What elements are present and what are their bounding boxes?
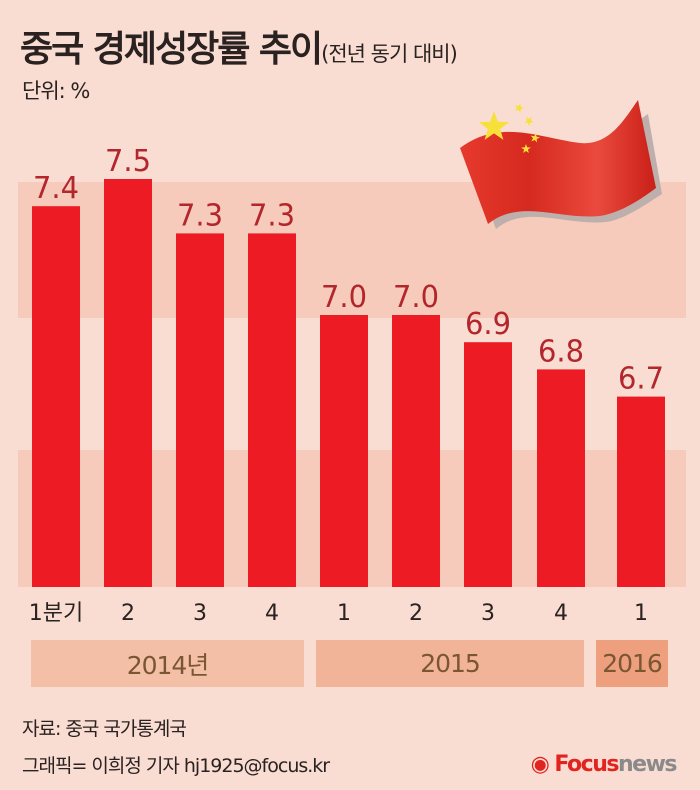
bar — [464, 342, 512, 587]
data-label: 6.7 — [618, 362, 664, 397]
logo-focus: Focus — [554, 752, 619, 777]
title-text: 중국 경제성장률 추이 — [20, 29, 323, 70]
star-icon — [524, 116, 534, 126]
star-icon — [514, 103, 524, 113]
page-title: 중국 경제성장률 추이(전년 동기 대비) — [20, 20, 458, 72]
source-note: 자료: 중국 국가통계국 — [22, 718, 187, 740]
bar — [537, 369, 585, 587]
subtitle: (전년 동기 대비) — [321, 42, 458, 66]
data-label: 7.0 — [321, 280, 367, 315]
category-label: 1 — [634, 601, 648, 626]
credit-note: 그래픽= 이희정 기자 hj1925@focus.kr — [22, 755, 330, 777]
category-label: 1 — [337, 601, 351, 626]
year-label: 2014년 — [126, 650, 210, 680]
data-label: 7.3 — [249, 198, 295, 233]
category-label: 4 — [265, 601, 279, 626]
category-label: 2 — [409, 601, 423, 626]
star-icon — [478, 111, 510, 140]
logo-mark-icon: ◉ — [530, 752, 555, 777]
bar — [392, 315, 440, 587]
category-label: 3 — [481, 601, 495, 626]
data-label: 7.4 — [33, 171, 79, 206]
data-label: 6.9 — [465, 307, 511, 342]
data-label: 7.5 — [105, 144, 151, 179]
china-flag-icon — [460, 100, 662, 229]
category-label: 1분기 — [29, 601, 83, 626]
focusnews-logo: ◉ Focusnews — [530, 752, 678, 777]
data-label: 6.8 — [538, 334, 584, 369]
data-label: 7.3 — [177, 198, 223, 233]
star-icon — [530, 133, 540, 143]
bar — [176, 233, 224, 587]
year-label: 2016 — [602, 649, 663, 678]
category-label: 2 — [121, 601, 135, 626]
unit-label: 단위: % — [22, 79, 90, 103]
year-group-2014: 2014년 — [31, 640, 304, 687]
bar — [617, 396, 665, 587]
year-label: 2015 — [420, 649, 481, 678]
category-label: 4 — [554, 601, 568, 626]
data-label: 7.0 — [393, 280, 439, 315]
bar — [320, 315, 368, 587]
year-group-2016: 2016 — [596, 640, 668, 687]
logo-news: news — [617, 752, 678, 777]
star-icon — [521, 144, 531, 153]
bar — [104, 179, 152, 587]
bar — [32, 206, 80, 587]
year-group-2015: 2015 — [316, 640, 584, 687]
category-label: 3 — [193, 601, 207, 626]
bar — [248, 233, 296, 587]
